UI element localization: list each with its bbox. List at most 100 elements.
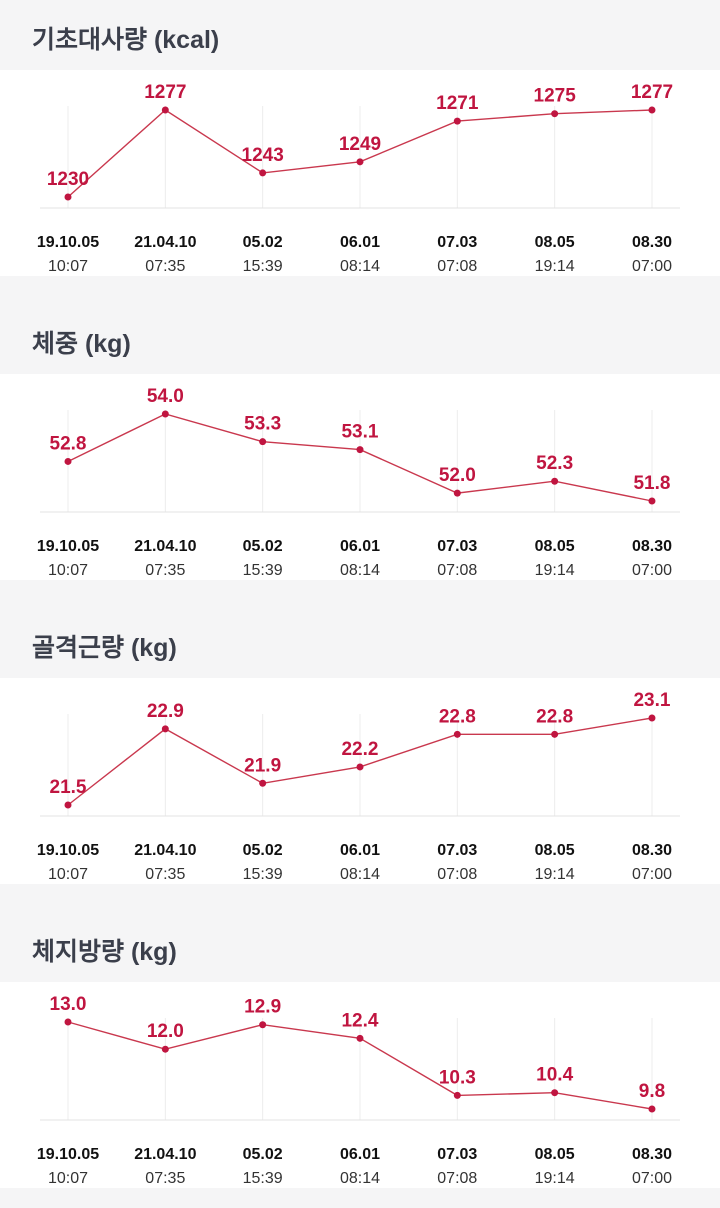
data-point: [161, 1045, 169, 1053]
data-point: [64, 801, 72, 809]
x-tick-date: 05.02: [243, 842, 283, 859]
data-label: 22.8: [439, 706, 476, 727]
data-point: [64, 193, 72, 201]
x-tick-time: 19:14: [535, 258, 575, 275]
data-point: [356, 446, 364, 454]
data-point: [453, 489, 461, 497]
data-point: [551, 477, 559, 485]
x-tick-date: 06.01: [340, 1146, 380, 1163]
data-point: [453, 117, 461, 125]
x-tick-time: 07:08: [437, 258, 477, 275]
data-point: [259, 169, 267, 177]
data-label: 53.3: [244, 414, 281, 435]
x-tick-date: 21.04.10: [134, 538, 196, 555]
x-tick-date: 07.03: [437, 842, 477, 859]
data-point: [648, 106, 656, 114]
x-tick-time: 07:08: [437, 1170, 477, 1187]
data-point: [648, 714, 656, 722]
data-label: 12.0: [147, 1021, 184, 1042]
data-label: 13.0: [50, 994, 87, 1015]
section-header: 기초대사량 (kcal): [0, 0, 720, 68]
x-tick-date: 19.10.05: [37, 234, 99, 251]
x-tick-time: 19:14: [535, 562, 575, 579]
x-tick-time: 15:39: [243, 1170, 283, 1187]
x-tick-date: 07.03: [437, 1146, 477, 1163]
data-label: 1243: [242, 145, 284, 166]
x-tick-date: 19.10.05: [37, 538, 99, 555]
x-tick-date: 08.05: [535, 538, 575, 555]
section-header: 체지방량 (kg): [0, 912, 720, 980]
x-tick-time: 15:39: [243, 258, 283, 275]
chart-card: 13.0 12.0 12.9 12.4 10.3 10.4 9.8 19.10.05 10:07…: [0, 982, 720, 1188]
data-point: [356, 763, 364, 771]
x-tick-date: 08.05: [535, 1146, 575, 1163]
x-tick-date: 21.04.10: [134, 1146, 196, 1163]
x-tick-time: 08:14: [340, 258, 380, 275]
chart-card: 21.5 22.9 21.9 22.2 22.8 22.8 23.1 19.10.05 10:0…: [0, 678, 720, 884]
x-tick-date: 05.02: [243, 538, 283, 555]
data-label: 21.9: [244, 755, 281, 776]
x-tick-time: 07:35: [145, 562, 185, 579]
data-point: [648, 1105, 656, 1113]
data-point: [64, 1018, 72, 1026]
x-tick-time: 07:00: [632, 866, 672, 883]
x-tick-time: 19:14: [535, 866, 575, 883]
x-tick-time: 15:39: [243, 866, 283, 883]
x-tick-time: 15:39: [243, 562, 283, 579]
section-title: 체지방량 (kg): [32, 938, 177, 966]
data-label: 10.3: [439, 1067, 476, 1088]
data-label: 1277: [631, 82, 673, 103]
data-label: 22.2: [341, 739, 378, 760]
section-title: 기초대사량 (kcal): [32, 26, 220, 54]
x-tick-date: 05.02: [243, 234, 283, 251]
x-tick-date: 08.30: [632, 1146, 672, 1163]
x-tick-time: 07:00: [632, 1170, 672, 1187]
data-label: 1249: [339, 134, 381, 155]
data-point: [161, 725, 169, 733]
data-point: [551, 110, 559, 118]
section-header: 골격근량 (kg): [0, 608, 720, 676]
data-label: 12.4: [341, 1010, 378, 1031]
x-tick-time: 07:35: [145, 866, 185, 883]
data-point: [161, 410, 169, 418]
data-label: 52.8: [50, 433, 87, 454]
x-tick-date: 05.02: [243, 1146, 283, 1163]
x-tick-time: 08:14: [340, 562, 380, 579]
section-header: 체중 (kg): [0, 304, 720, 372]
body-fat-line-chart: 13.0 12.0 12.9 12.4 10.3 10.4 9.8 19.10.05 10:07…: [37, 994, 680, 1187]
data-point: [356, 158, 364, 166]
bmr-line-chart: 1230 1277 1243 1249 1271 1275 1277 19.10.05 10:0…: [37, 82, 680, 275]
data-label: 22.9: [147, 701, 184, 722]
x-tick-time: 07:00: [632, 562, 672, 579]
data-label: 22.8: [536, 706, 573, 727]
data-point: [259, 438, 267, 446]
data-label: 1275: [534, 86, 577, 107]
x-tick-time: 10:07: [48, 1170, 88, 1187]
data-label: 52.0: [439, 465, 476, 486]
data-label: 23.1: [633, 690, 670, 711]
x-tick-time: 10:07: [48, 866, 88, 883]
x-tick-date: 21.04.10: [134, 234, 196, 251]
section-title: 체중 (kg): [32, 330, 131, 358]
x-tick-date: 07.03: [437, 234, 477, 251]
data-point: [64, 457, 72, 465]
data-label: 51.8: [633, 473, 670, 494]
x-tick-date: 08.05: [535, 842, 575, 859]
chart-card: 52.8 54.0 53.3 53.1 52.0 52.3 51.8 19.10.05 10:0…: [0, 374, 720, 580]
x-tick-date: 08.30: [632, 538, 672, 555]
data-label: 21.5: [50, 777, 87, 798]
data-label: 53.1: [341, 422, 378, 443]
data-label: 1230: [47, 169, 89, 190]
x-tick-time: 07:00: [632, 258, 672, 275]
data-point: [453, 730, 461, 738]
data-label: 54.0: [147, 386, 184, 407]
x-tick-time: 07:35: [145, 258, 185, 275]
data-point: [551, 1089, 559, 1097]
data-point: [259, 1021, 267, 1029]
data-point: [356, 1034, 364, 1042]
data-point: [161, 106, 169, 114]
chart-card: 1230 1277 1243 1249 1271 1275 1277 19.10.05 10:0…: [0, 70, 720, 276]
x-tick-time: 07:35: [145, 1170, 185, 1187]
x-tick-time: 07:08: [437, 562, 477, 579]
data-point: [648, 497, 656, 505]
